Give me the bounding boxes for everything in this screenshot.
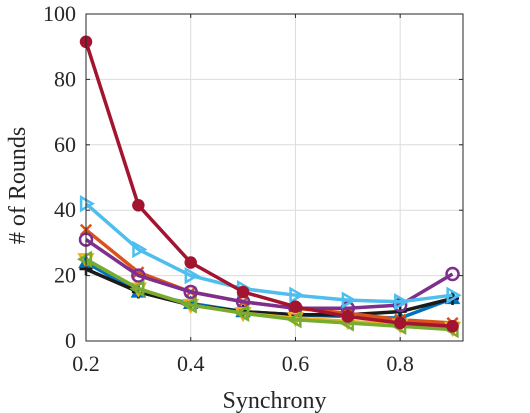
series-line [84,41,453,329]
data-point [132,240,148,259]
data-point [132,199,145,212]
y-tick-label: 100 [43,1,76,26]
x-tick-label: 0.6 [282,351,310,376]
y-tick-label: 20 [54,263,76,288]
axis-ticks [85,13,463,342]
y-axis-label: # of Rounds [5,127,31,244]
plot-frame [85,13,464,342]
data-point [236,285,250,299]
y-tick-label: 40 [54,197,76,222]
series-line [85,267,453,317]
data-point [446,286,462,304]
x-tick-label: 0.2 [72,351,100,376]
data-point [76,250,93,268]
data-point [234,304,250,322]
y-tick-label: 60 [54,132,76,157]
data-point [289,286,305,304]
data-point [184,266,200,285]
data-point [341,291,357,309]
x-tick-label: 0.4 [177,351,205,376]
data-point [341,310,355,323]
data-point [393,316,407,330]
data-point [79,195,96,213]
data-point [131,268,146,283]
data-point [394,293,410,311]
data-point [129,280,145,298]
data-point [286,311,302,329]
data-point [445,266,460,282]
x-tick-label: 0.8 [386,351,414,376]
data-point [184,256,197,269]
y-tick-label: 80 [54,66,76,91]
data-point [181,296,197,314]
x-axis-label: Synchrony [223,388,327,413]
y-tick-label: 0 [65,328,76,353]
data-point [446,320,459,333]
data-point [183,284,198,300]
series-layer [76,35,462,339]
series-line [85,238,454,311]
tick-labels: 0.2 0.4 0.6 0.8 0 20 40 60 80 100 [43,1,414,376]
series-line [84,202,453,304]
series-line [85,257,453,332]
data-point [289,300,302,313]
